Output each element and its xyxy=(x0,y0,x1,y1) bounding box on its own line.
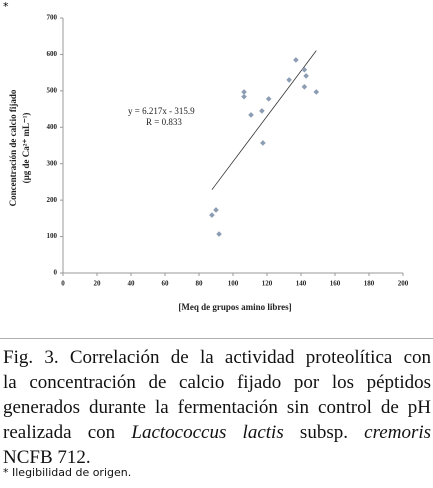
point xyxy=(313,89,320,95)
y-tick-label: 500 xyxy=(47,86,58,94)
point xyxy=(209,212,215,218)
point xyxy=(248,112,254,118)
note-mark: * xyxy=(3,0,9,13)
point xyxy=(216,231,222,237)
y-tick-label: 600 xyxy=(47,50,58,58)
point xyxy=(286,77,292,83)
point xyxy=(301,66,308,73)
x-axis-label: [Meq de grupos amino libres] xyxy=(178,302,291,312)
chart: [Meq de grupos amino libres] Concentraci… xyxy=(8,14,409,312)
point xyxy=(260,140,266,146)
x-tick-label: 180 xyxy=(364,280,375,288)
point xyxy=(259,108,265,114)
x-tick-label: 40 xyxy=(128,280,136,288)
x-tick-label: 140 xyxy=(296,280,307,288)
y-tick-label: 700 xyxy=(47,14,58,22)
x-tick-label: 20 xyxy=(94,280,102,288)
y-tick-label: 0 xyxy=(54,269,58,277)
caption-text: generados durante la fermentación sin co… xyxy=(3,397,431,418)
y-tick-label: 100 xyxy=(47,232,58,240)
point xyxy=(213,207,219,213)
x-tick-label: 100 xyxy=(228,280,239,288)
x-tick-label: 80 xyxy=(196,280,204,288)
y-axis-label: (µg de Ca²⁺ mL⁻¹) xyxy=(21,113,31,184)
caption-line: Fig. 3. Correlación de la actividad prot… xyxy=(3,345,431,370)
separator xyxy=(0,338,433,339)
caption: Fig. 3. Correlación de la actividad prot… xyxy=(3,345,431,470)
trend-equation: y = 6.217x - 315.9 xyxy=(128,106,195,116)
x-tick-label: 200 xyxy=(398,280,409,288)
point xyxy=(301,84,308,90)
footnote: * Ilegibilidad de origen. xyxy=(3,466,132,479)
caption-text: Lactococcus lactis xyxy=(131,422,284,443)
caption-line: la concentración de calcio fijado por lo… xyxy=(3,370,431,395)
point xyxy=(303,73,309,79)
point xyxy=(241,89,247,95)
caption-text: cremoris xyxy=(364,422,432,443)
point xyxy=(241,93,247,100)
caption-text: la concentración de calcio fijado por lo… xyxy=(3,372,431,393)
caption-text: NCFB 712. xyxy=(3,447,91,468)
caption-line: NCFB 712. xyxy=(3,445,431,470)
y-tick-label: 300 xyxy=(47,159,58,167)
y-tick-label: 400 xyxy=(47,123,58,131)
x-tick-label: 60 xyxy=(162,280,170,288)
point xyxy=(265,96,272,102)
caption-text: subsp. xyxy=(283,422,365,443)
trend-r: R = 0.833 xyxy=(146,117,182,127)
x-tick-label: 120 xyxy=(262,280,273,288)
caption-text: realizada con xyxy=(3,422,132,443)
trend-line xyxy=(211,50,317,190)
caption-line: generados durante la fermentación sin co… xyxy=(3,395,431,420)
y-tick-label: 200 xyxy=(47,196,58,204)
caption-line: realizada con Lactococcus lactis subsp. … xyxy=(3,420,431,445)
x-tick-label: 0 xyxy=(61,280,65,288)
x-tick-label: 160 xyxy=(330,280,341,288)
y-axis-label: Concentración de calcio fijado xyxy=(8,89,18,206)
point xyxy=(293,57,299,63)
caption-text: Fig. 3. Correlación de la actividad prot… xyxy=(3,347,431,368)
